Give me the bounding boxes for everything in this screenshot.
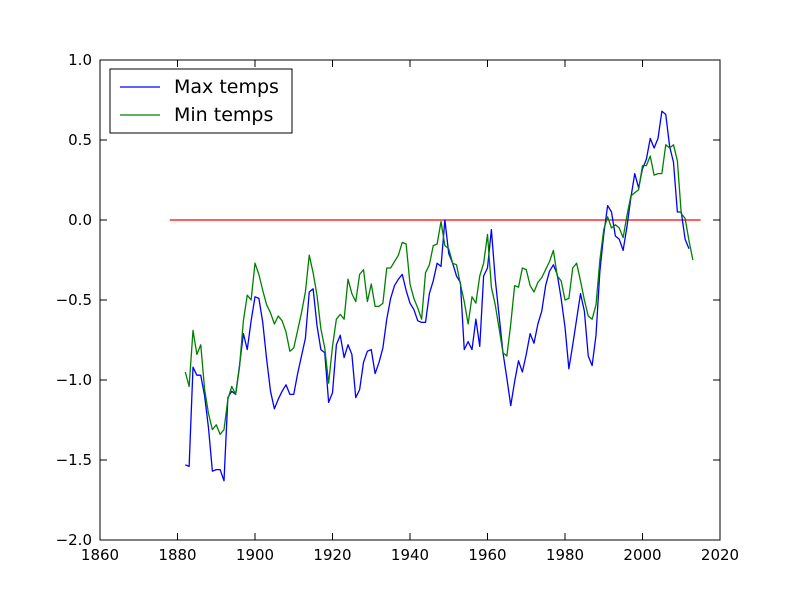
- y-tick-label: 1.0: [68, 51, 92, 69]
- y-tick-label: −0.5: [56, 291, 92, 309]
- x-tick-label: 2020: [701, 546, 739, 564]
- y-tick-label: 0.5: [68, 131, 92, 149]
- x-tick-label: 1880: [158, 546, 196, 564]
- x-tick-label: 1940: [391, 546, 429, 564]
- plot-area: [169, 110, 701, 482]
- legend-label: Max temps: [174, 76, 279, 98]
- y-tick-label: 0.0: [68, 211, 92, 229]
- y-tick-label: −1.0: [56, 371, 92, 389]
- series-line-min-temps: [184, 144, 694, 436]
- axis-ticks: 1860 1880 1900 1920 1940 1960 1980 2000 2020 −2.0…: [56, 51, 740, 564]
- y-tick-label: −1.5: [56, 451, 92, 469]
- legend: Max temps Min temps: [109, 68, 293, 134]
- x-tick-label: 1900: [236, 546, 274, 564]
- legend-label: Min temps: [174, 104, 273, 126]
- x-tick-label: 1860: [81, 546, 119, 564]
- legend-box: [109, 68, 293, 134]
- series-group: [169, 110, 701, 482]
- y-tick-label: −2.0: [56, 531, 92, 549]
- x-tick-label: 1920: [313, 546, 351, 564]
- x-tick-label: 1980: [546, 546, 584, 564]
- x-tick-label: 2000: [623, 546, 661, 564]
- x-tick-label: 1960: [468, 546, 506, 564]
